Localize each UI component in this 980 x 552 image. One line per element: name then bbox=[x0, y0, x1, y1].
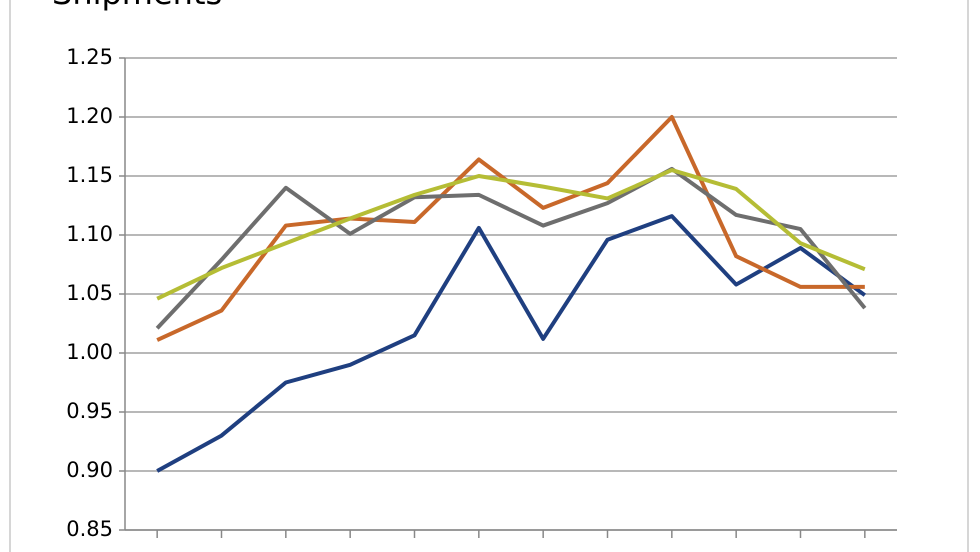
y-tick-label: 1.00 bbox=[66, 340, 113, 364]
x-tick-label: A bbox=[600, 549, 615, 552]
line-series bbox=[156, 214, 867, 473]
x-tick-label: J bbox=[152, 549, 160, 552]
chart-frame bbox=[9, 0, 969, 552]
x-tick-label: M bbox=[277, 549, 295, 552]
x-tick-label: J bbox=[538, 549, 546, 552]
x-tick-label: A bbox=[343, 549, 358, 552]
x-tick-label: F bbox=[215, 549, 227, 552]
y-tick-label: 0.95 bbox=[66, 399, 113, 423]
line-series bbox=[156, 168, 866, 301]
chart-title: Shipments bbox=[52, 0, 222, 12]
y-tick-label: 0.90 bbox=[66, 458, 113, 482]
y-tick-label: 1.20 bbox=[66, 104, 113, 128]
y-tick-label: 1.05 bbox=[66, 281, 113, 305]
y-tick-label: 0.85 bbox=[66, 517, 113, 541]
x-tick-label: M bbox=[405, 549, 423, 552]
line-series bbox=[155, 166, 867, 330]
line-series bbox=[156, 115, 865, 342]
y-tick-label: 1.25 bbox=[66, 45, 113, 69]
x-tick-label: O bbox=[728, 549, 745, 552]
y-tick-label: 1.15 bbox=[66, 163, 113, 187]
x-tick-label: D bbox=[857, 549, 873, 552]
x-tick-label: J bbox=[474, 549, 482, 552]
y-tick-label: 1.10 bbox=[66, 222, 113, 246]
x-tick-label: S bbox=[665, 549, 678, 552]
x-tick-label: N bbox=[793, 549, 809, 552]
